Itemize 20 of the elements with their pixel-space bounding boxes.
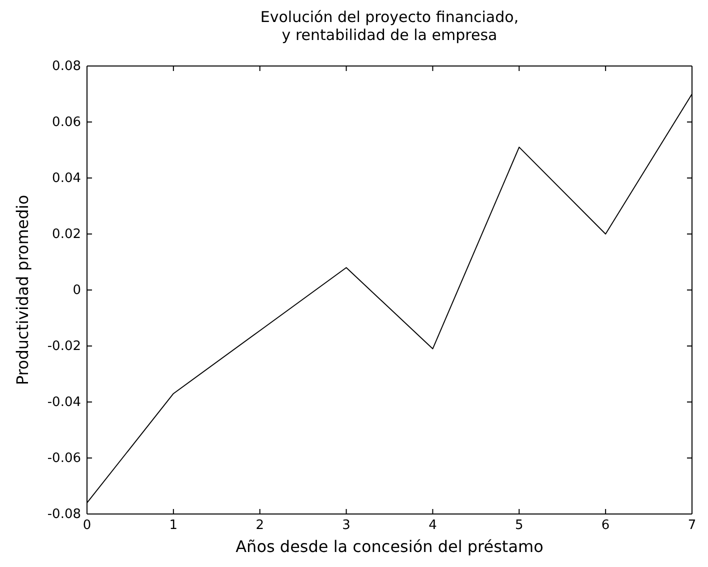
y-axis-title: Productividad promedio [13, 194, 32, 386]
x-tick-label: 7 [688, 518, 696, 534]
y-tick-label: 0.02 [52, 227, 81, 242]
x-tick-label: 6 [601, 518, 610, 534]
x-tick-label: 2 [256, 518, 264, 534]
y-tick-label: 0.08 [52, 59, 81, 74]
x-tick-label: 1 [169, 518, 178, 534]
x-axis-title: Años desde la concesión del préstamo [236, 537, 544, 556]
x-tick-label: 4 [428, 518, 437, 534]
y-tick-label: -0.06 [47, 451, 81, 466]
x-tick-label: 0 [82, 518, 92, 534]
chart-title: Evolución del proyecto financiado, y rentabilidad de la empresa [260, 8, 519, 44]
x-tick-label: 5 [515, 518, 524, 534]
y-tick-label: 0.06 [52, 115, 81, 130]
y-tick-label: -0.08 [47, 507, 81, 522]
y-tick-label: -0.02 [47, 339, 81, 354]
y-tick-label: 0 [72, 283, 81, 298]
y-tick-label: 0.04 [52, 171, 81, 186]
x-tick-label: 3 [342, 518, 350, 534]
y-tick-label: -0.04 [47, 395, 81, 410]
